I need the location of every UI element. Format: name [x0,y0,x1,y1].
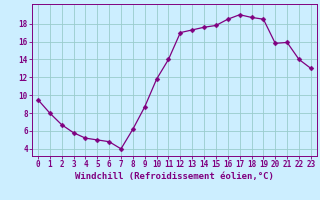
X-axis label: Windchill (Refroidissement éolien,°C): Windchill (Refroidissement éolien,°C) [75,172,274,181]
